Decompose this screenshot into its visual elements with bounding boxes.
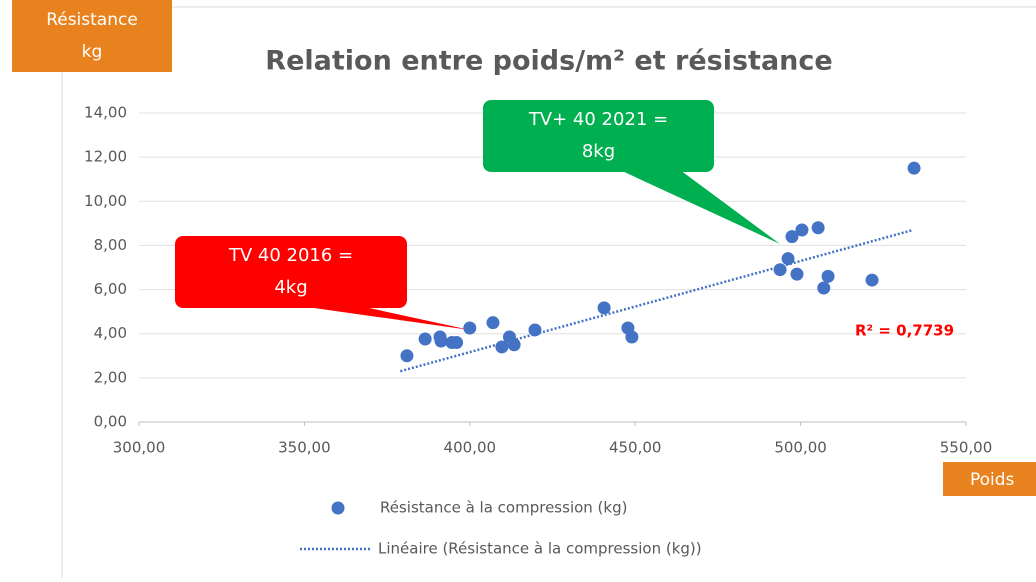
- point: [495, 340, 509, 354]
- point: [418, 332, 432, 346]
- y-tick-label: 0,00: [94, 413, 127, 431]
- point: [597, 301, 611, 315]
- x-tick-label: 550,00: [940, 439, 993, 457]
- callout-text: 4kg: [274, 277, 307, 298]
- callout-box: [175, 236, 407, 308]
- y-tick-label: 2,00: [94, 368, 127, 386]
- y-tick-label: 8,00: [94, 236, 127, 254]
- point: [865, 273, 879, 287]
- y-tick-label: 6,00: [94, 280, 127, 298]
- callout-tail: [620, 170, 780, 244]
- y-tick-label: 14,00: [84, 104, 127, 122]
- point: [795, 223, 809, 237]
- point: [625, 330, 639, 344]
- trendline: [400, 228, 914, 373]
- callout-text: TV+ 40 2021 =: [528, 109, 668, 130]
- point: [528, 323, 542, 337]
- y-tick-label: 4,00: [94, 324, 127, 342]
- callout-text: 8kg: [582, 141, 615, 162]
- point: [821, 269, 835, 283]
- point: [400, 349, 414, 363]
- point: [433, 330, 447, 344]
- y-axis-label-box: [12, 0, 172, 72]
- y-axis-label: Résistance: [46, 10, 138, 30]
- point: [817, 281, 831, 295]
- point: [507, 338, 521, 352]
- callout-text: TV 40 2016 =: [228, 245, 353, 266]
- point: [907, 161, 921, 175]
- callout-tail: [300, 306, 470, 330]
- point: [811, 221, 825, 235]
- x-tick-label: 400,00: [444, 439, 497, 457]
- legend-marker: [331, 501, 345, 515]
- x-tick-label: 500,00: [774, 439, 827, 457]
- point: [773, 263, 787, 277]
- x-axis-label-box: [943, 462, 1036, 496]
- chart-title: Relation entre poids/m² et résistance: [265, 46, 832, 77]
- y-tick-label: 12,00: [84, 148, 127, 166]
- x-tick-label: 450,00: [609, 439, 662, 457]
- point: [781, 252, 795, 266]
- legend-label: Linéaire (Résistance à la compression (k…: [378, 540, 702, 558]
- point: [463, 321, 477, 335]
- y-axis-label: kg: [82, 42, 103, 62]
- callout-box: [483, 100, 714, 172]
- x-axis-label: Poids: [970, 470, 1015, 490]
- legend-label: Résistance à la compression (kg): [380, 499, 627, 517]
- point: [785, 230, 799, 244]
- r-squared: R² = 0,7739: [855, 322, 954, 340]
- point: [486, 316, 500, 330]
- point: [790, 267, 804, 281]
- y-tick-label: 10,00: [84, 192, 127, 210]
- x-tick-label: 300,00: [113, 439, 166, 457]
- x-tick-label: 350,00: [278, 439, 331, 457]
- point: [450, 336, 464, 350]
